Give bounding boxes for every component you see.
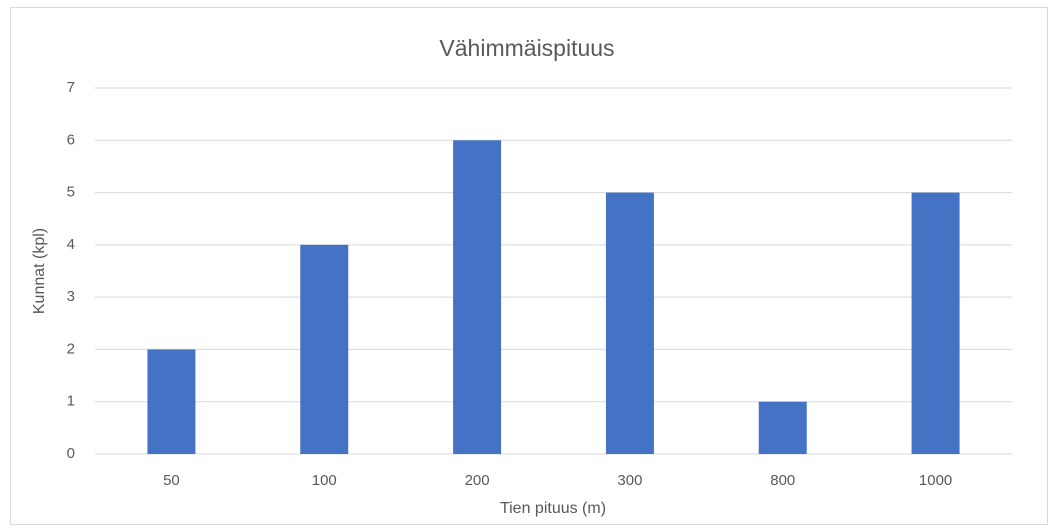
x-tick-label: 200 [465,472,490,489]
y-tick-label: 5 [67,184,75,201]
x-tick-label: 50 [163,472,180,489]
y-tick-label: 1 [67,393,75,410]
bar [300,244,349,454]
x-tick-label: 100 [312,472,337,489]
y-tick-label: 4 [67,236,75,253]
bar [453,140,502,455]
y-tick-label: 3 [67,288,75,305]
x-axis-title: Tien pituus (m) [500,500,606,517]
x-tick-label: 800 [770,472,795,489]
bar [758,401,807,454]
bar [147,349,196,454]
y-tick-label: 6 [67,131,75,148]
x-tick-label: 300 [617,472,642,489]
y-axis-title: Kunnat (kpl) [31,228,48,314]
y-tick-label: 7 [67,79,75,96]
bar [911,192,960,455]
y-tick-label: 2 [67,340,75,357]
x-tick-label: 1000 [919,472,952,489]
bar [605,192,654,455]
y-tick-label: 0 [67,445,75,462]
chart-title: Vähimmäispituus [439,35,614,61]
